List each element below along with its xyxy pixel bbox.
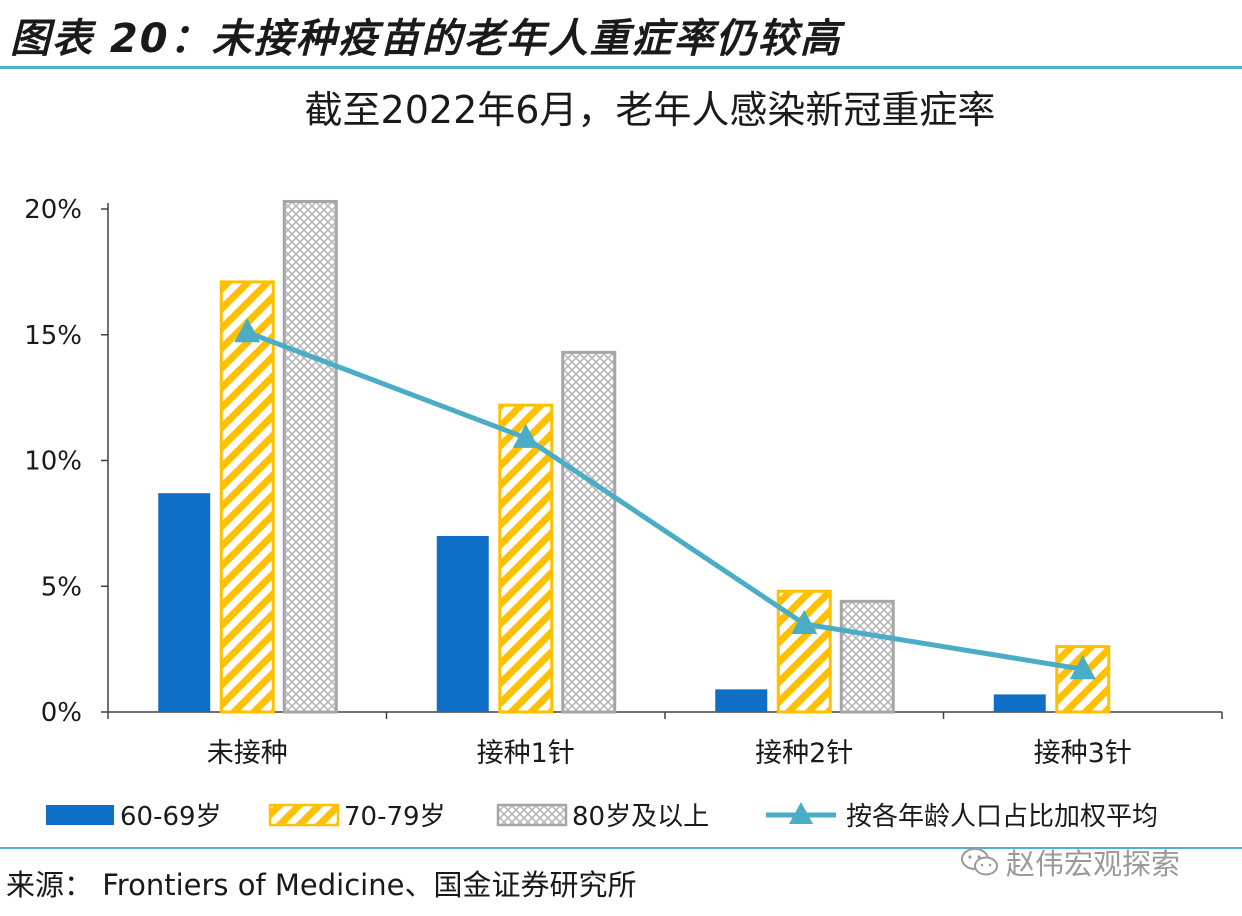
watermark-text: 赵伟宏观探索 [1006, 847, 1181, 881]
line-path [246, 329, 1084, 672]
legend-label: 80岁及以上 [572, 802, 709, 832]
legend: 60-69岁 70-79岁 80岁及以上 按各年龄人口占比加权平均 [46, 802, 1158, 832]
legend-item: 80岁及以上 [496, 802, 709, 832]
figure-header: 图表 20：未接种疫苗的老年人重症率仍较高 [0, 0, 1242, 70]
y-tick-label: 20% [24, 195, 82, 225]
bars [158, 199, 1111, 714]
legend-item: 按各年龄人口占比加权平均 [766, 802, 1158, 832]
bar [715, 689, 768, 712]
legend-item: 60-69岁 [46, 802, 222, 832]
legend-item: 70-79岁 [268, 802, 446, 832]
y-tick-label: 0% [41, 698, 82, 728]
figure-title: 图表 20：未接种疫苗的老年人重症率仍较高 [10, 16, 842, 62]
legend-swatch [46, 805, 114, 825]
y-tick-label: 5% [41, 572, 82, 602]
x-tick-label: 接种1针 [477, 738, 575, 769]
legend-marker [789, 802, 813, 824]
bar [158, 493, 211, 712]
footer-rule [0, 847, 1242, 849]
x-tick-label: 未接种 [207, 738, 288, 769]
header-rule [0, 66, 1242, 69]
x-tick-label: 接种2针 [755, 738, 853, 769]
bar [561, 350, 617, 714]
source-note: 来源： Frontiers of Medicine、国金证券研究所 [6, 868, 637, 902]
bar [993, 694, 1046, 712]
bar [219, 280, 275, 714]
x-tick-label: 接种3针 [1034, 738, 1132, 769]
bar [282, 199, 338, 714]
bar [436, 535, 489, 712]
line-point [512, 423, 539, 448]
bar [839, 599, 895, 714]
watermark: 赵伟宏观探索 [960, 842, 1180, 882]
y-tick-label: 15% [24, 321, 82, 351]
y-tick-label: 10% [24, 447, 82, 477]
legend-swatch [268, 803, 340, 827]
chart: 截至2022年6月，老年人感染新冠重症率 0% 5% 10% 15% 20% 未接种 接种… [24, 88, 1223, 832]
bar [498, 403, 554, 714]
legend-swatch [496, 803, 568, 827]
line-point [1069, 655, 1096, 680]
legend-label: 70-79岁 [344, 802, 446, 832]
weighted-average-line [234, 318, 1096, 680]
y-axis: 0% 5% 10% 15% 20% [24, 195, 109, 728]
wechat-icon [961, 848, 998, 876]
x-axis: 未接种 接种1针 接种2针 接种3针 [107, 711, 1223, 769]
line-point [791, 609, 818, 634]
legend-label: 60-69岁 [120, 802, 222, 832]
legend-label: 按各年龄人口占比加权平均 [846, 802, 1158, 832]
chart-title: 截至2022年6月，老年人感染新冠重症率 [305, 88, 996, 132]
line-point [234, 318, 261, 343]
